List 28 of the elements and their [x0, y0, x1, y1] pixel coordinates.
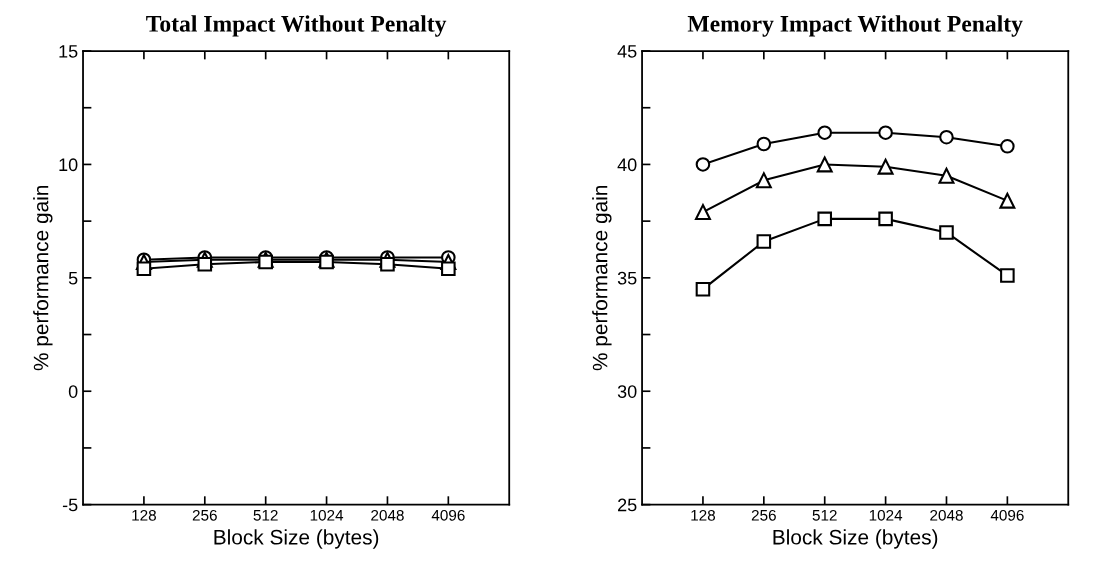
y-axis-title: % performance gain	[592, 185, 612, 371]
y-tick-label: 35	[617, 271, 637, 285]
x-tick-label: 128	[691, 509, 716, 521]
x-tick-label: 2048	[371, 509, 404, 521]
y-tick-label: 15	[59, 45, 78, 58]
y-tick-label: 30	[617, 385, 637, 398]
chart-title: Total Impact Without Penalty	[146, 15, 447, 37]
x-tick-label: 1024	[310, 509, 344, 521]
x-tick-label: 1024	[869, 509, 903, 521]
x-axis-title: Block Size (bytes)	[773, 529, 938, 549]
x-tick-label: 128	[132, 509, 156, 521]
x-tick-label: 512	[812, 509, 837, 521]
y-tick-label: 40	[617, 158, 637, 172]
y-tick-label: 10	[59, 158, 78, 172]
x-tick-label: 4096	[990, 509, 1024, 521]
x-tick-label: 2048	[930, 509, 963, 521]
y-tick-label: 5	[68, 271, 78, 285]
y-tick-label: 25	[618, 498, 637, 512]
y-tick-label: 0	[68, 385, 78, 398]
x-tick-label: 256	[751, 509, 776, 521]
y-tick-label: -5	[62, 498, 78, 512]
x-tick-label: 256	[192, 509, 217, 521]
x-tick-label: 512	[253, 509, 278, 521]
y-axis-title: % performance gain	[33, 185, 53, 371]
x-axis-title: Block Size (bytes)	[214, 529, 379, 549]
x-tick-label: 4096	[431, 509, 465, 521]
chart-title: Memory Impact Without Penalty	[687, 15, 1023, 37]
y-tick-label: 45	[617, 45, 637, 58]
